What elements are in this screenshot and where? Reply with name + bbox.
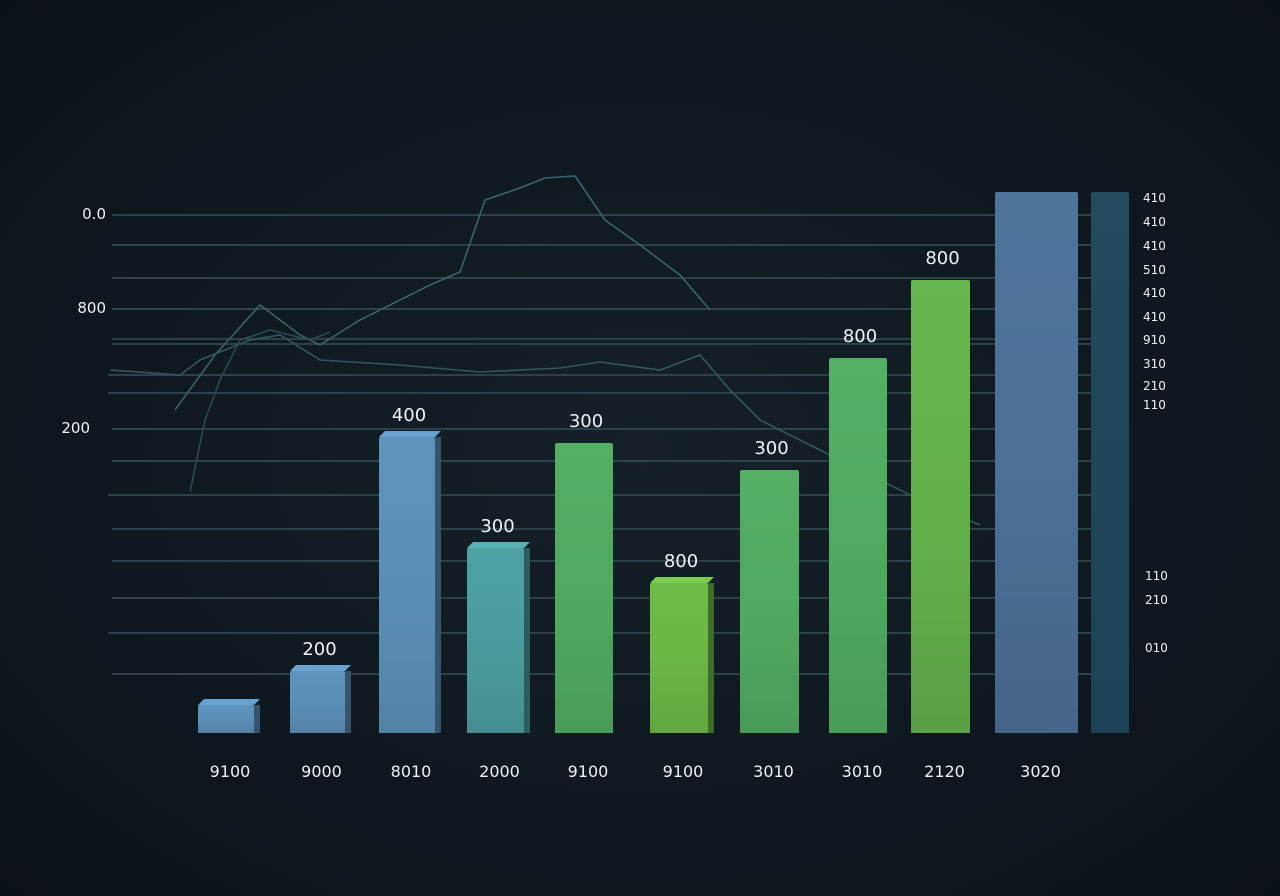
bar-face xyxy=(379,437,435,733)
grid-line xyxy=(108,374,1125,376)
y2-tick-label: 210 xyxy=(1143,379,1166,393)
right-panel-bar xyxy=(1091,192,1129,733)
bar-face xyxy=(650,583,708,733)
trend-line-1 xyxy=(174,175,711,411)
grid-line xyxy=(112,560,1125,562)
bar-value-label: 200 xyxy=(302,639,337,660)
y-tick-label: 800 xyxy=(77,299,106,317)
y2-tick-label: 010 xyxy=(1145,641,1168,655)
bar xyxy=(995,192,1078,733)
bar xyxy=(911,280,970,733)
bar-value-label: 400 xyxy=(391,405,427,426)
grid-line xyxy=(112,277,1125,279)
bar xyxy=(555,443,613,733)
bar-side xyxy=(435,437,441,733)
y2-tick-label: 410 xyxy=(1143,239,1166,253)
x-tick-label: 9100 xyxy=(209,762,251,781)
bar-face xyxy=(290,671,345,733)
bar xyxy=(740,470,799,733)
x-tick-label: 8010 xyxy=(390,762,432,781)
x-tick-label: 9100 xyxy=(662,762,704,781)
bar xyxy=(829,358,887,733)
bar xyxy=(650,583,714,733)
grid-line xyxy=(112,428,1125,430)
bar-face xyxy=(829,358,887,733)
bar-top xyxy=(467,542,530,548)
x-tick-label: 9100 xyxy=(567,762,609,781)
y2-tick-label: 410 xyxy=(1143,215,1166,229)
y2-tick-label: 410 xyxy=(1143,191,1166,205)
bar xyxy=(290,671,351,733)
x-tick-label: 9000 xyxy=(301,762,342,781)
y2-tick-label: 110 xyxy=(1143,398,1166,412)
bar-value-label: 800 xyxy=(925,248,960,269)
y2-tick-label: 410 xyxy=(1143,310,1166,324)
y2-tick-label: 110 xyxy=(1145,569,1168,583)
y-tick-label: 200 xyxy=(61,419,90,437)
bar-side xyxy=(345,671,351,733)
y2-tick-label: 410 xyxy=(1143,286,1166,300)
grid-line xyxy=(112,244,1125,246)
grid-line xyxy=(112,597,1125,599)
x-tick-label: 3010 xyxy=(753,762,794,781)
grid-line xyxy=(112,673,1125,675)
grid-line xyxy=(108,494,1125,496)
bar-top xyxy=(379,431,441,437)
y2-tick-label: 910 xyxy=(1143,333,1166,347)
bar-face xyxy=(198,705,254,733)
y2-tick-label: 210 xyxy=(1145,593,1168,607)
grid-line xyxy=(112,214,1125,216)
grid-line xyxy=(112,308,1125,310)
bar-face xyxy=(740,470,799,733)
x-tick-label: 3010 xyxy=(841,762,883,781)
bar xyxy=(379,437,441,733)
bar-face xyxy=(995,192,1078,733)
x-tick-label: 3020 xyxy=(1020,762,1061,781)
bar-side xyxy=(524,548,530,733)
bar-side xyxy=(708,583,714,733)
trend-line-3 xyxy=(189,329,331,493)
bar-top xyxy=(650,577,714,583)
grid-line xyxy=(108,632,1125,634)
y-tick-label: 0.0 xyxy=(82,205,106,223)
bar-value-label: 300 xyxy=(480,516,515,537)
bar-face xyxy=(911,280,970,733)
bar-face xyxy=(555,443,613,733)
bar-top xyxy=(198,699,260,705)
x-tick-label: 2120 xyxy=(924,762,965,781)
grid-line xyxy=(108,392,1125,394)
x-tick-label: 2000 xyxy=(479,762,520,781)
grid-line xyxy=(112,343,1125,345)
grid-line xyxy=(112,528,1125,530)
bar-top xyxy=(290,665,351,671)
bar-side xyxy=(254,705,260,733)
bar-face xyxy=(1091,192,1129,733)
bar xyxy=(467,548,530,733)
grid-line xyxy=(112,460,1125,462)
y2-tick-label: 310 xyxy=(1143,357,1166,371)
grid-line xyxy=(112,338,1125,340)
bar-value-label: 800 xyxy=(842,326,878,347)
bar-value-label: 800 xyxy=(663,551,699,572)
bar-value-label: 300 xyxy=(568,411,604,432)
bar-value-label: 300 xyxy=(754,438,789,459)
y2-tick-label: 510 xyxy=(1143,263,1166,277)
bar xyxy=(198,705,260,733)
bar-face xyxy=(467,548,524,733)
